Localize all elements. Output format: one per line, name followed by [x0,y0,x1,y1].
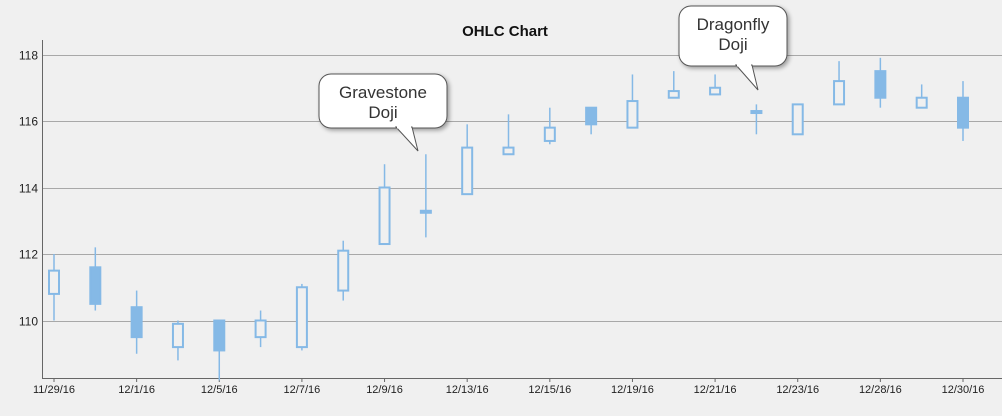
y-tick-label: 114 [19,182,38,196]
candle-12/23/16 [791,103,804,136]
candle-12/20/16 [667,71,680,99]
candle-layer [48,57,969,381]
callout-pointer [394,126,419,152]
candle-12/9/16 [378,164,391,246]
candle-body-up [791,103,804,136]
candle-12/8/16 [337,240,350,301]
candle-12/21/16 [709,74,722,96]
x-tick-label: 12/5/16 [201,384,238,396]
candle-12/27/16 [833,61,846,106]
candle-12/15/16 [543,107,556,145]
candle-12/12/16 [419,154,432,238]
candle-12/2/16 [171,320,184,361]
candle-12/13/16 [461,124,474,196]
candle-body-up [750,110,763,115]
x-tick-label: 12/7/16 [284,384,321,396]
candle-12/6/16 [254,310,267,348]
candle-body-up [626,100,639,129]
candle-11/30/16 [89,247,102,311]
candle-body-up [543,126,556,142]
x-tick-label: 11/29/16 [33,384,75,396]
candle-12/22/16 [750,104,763,135]
candle-body-up [915,96,928,109]
y-tick-label: 116 [19,115,38,129]
candle-12/30/16 [957,81,969,141]
axis-layer: 110 112 114 116 118 11/29/16 12/1/16 12/5/16 12/… [19,40,1002,396]
candle-12/5/16 [213,319,226,381]
candle-body-up [337,249,350,292]
x-tick-label: 12/23/16 [776,384,819,396]
x-tick-label: 12/30/16 [942,384,985,396]
x-tick-label: 12/28/16 [859,384,902,396]
candle-body-up [378,186,391,246]
candle-body-up [833,80,846,106]
candle-body-up [709,86,722,96]
callout-text-line: Doji [368,103,397,122]
candle-body-down [585,106,598,126]
candle-body-down [89,266,102,305]
candle-body-up [171,322,184,349]
candle-12/29/16 [915,84,928,109]
y-tick-label: 118 [19,49,38,63]
x-tick-label: 12/15/16 [528,384,571,396]
callout-text-line: Gravestone [339,83,427,102]
candle-body-down [874,70,887,99]
x-tick-label: 12/19/16 [611,384,654,396]
y-tick-label: 112 [19,248,38,262]
callout-box [678,5,788,67]
callout-pointer [734,64,759,91]
candle-12/28/16 [874,57,887,108]
candle-body-up [419,209,432,214]
candle-12/7/16 [295,283,308,351]
candle-body-down [957,96,969,129]
x-tick-label: 12/9/16 [366,384,403,396]
candle-body-down [213,319,226,352]
candle-body-up [461,146,474,196]
callout-text-line: Doji [718,35,747,54]
y-tick-label: 110 [19,315,38,329]
candle-body-up [295,286,308,349]
chart-title: OHLC Chart [462,23,548,40]
grid-layer [42,55,1002,322]
x-tick-label: 12/1/16 [118,384,155,396]
callout-box [318,73,448,129]
candle-12/19/16 [626,74,639,129]
candle-body-up [502,146,515,156]
callout-text-line: Dragonfly [697,15,770,34]
candle-body-down [130,306,143,339]
candle-body-up [48,269,60,295]
candle-12/16/16 [585,106,598,135]
candle-11/29/16 [48,254,60,321]
candle-body-up [254,319,267,339]
candle-body-up [667,90,680,99]
candle-12/1/16 [130,290,143,354]
candle-12/14/16 [502,114,515,156]
x-tick-label: 12/21/16 [694,384,737,396]
x-tick-label: 12/13/16 [446,384,489,396]
